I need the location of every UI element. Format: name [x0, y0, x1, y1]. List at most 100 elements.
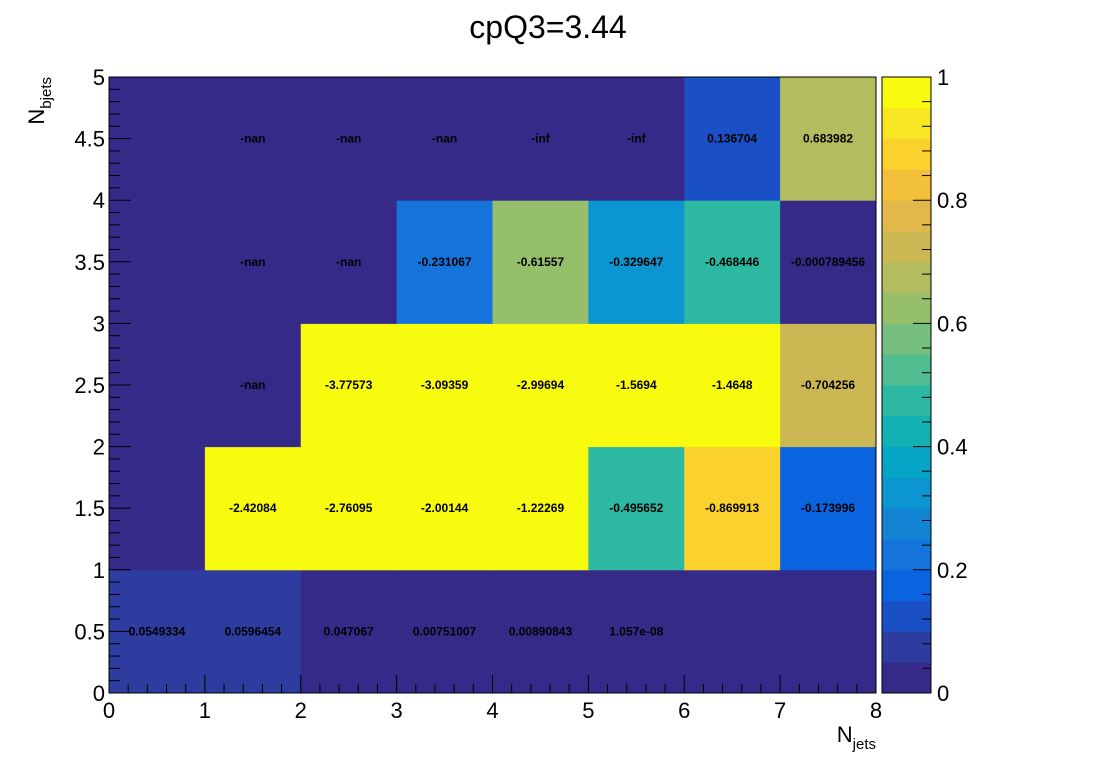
cell-value-label: -2.99694: [517, 378, 565, 392]
cell-value-label: 0.0596454: [224, 624, 281, 638]
cell-value-label: -2.42084: [229, 501, 277, 515]
chart-title: cpQ3=3.44: [469, 9, 626, 45]
cell-value-label: -nan: [240, 378, 265, 392]
heatmap-cell: [300, 323, 398, 448]
heatmap-cell: [684, 446, 781, 571]
cell-value-label: -1.22269: [517, 501, 565, 515]
heatmap-cell: [300, 200, 398, 324]
z-tick-label: 0.2: [937, 558, 968, 583]
cell-value-label: -2.00144: [421, 501, 469, 515]
heatmap-cell: [588, 446, 685, 571]
heatmap-cell-labels: 0.0549334 0.0596454 0.047067 0.00751007 0.00…: [129, 132, 866, 639]
palette-band: [882, 477, 931, 509]
cell-value-label: -nan: [336, 132, 361, 146]
y-axis-title-main: N: [24, 109, 49, 125]
x-tick-label: 3: [391, 698, 403, 723]
cell-value-label: -3.09359: [421, 378, 469, 392]
palette-band: [882, 662, 931, 694]
y-tick-label: 5: [93, 65, 105, 90]
palette-band: [882, 569, 931, 602]
y-tick-label: 4: [93, 188, 105, 213]
z-axis: 0 0.2 0.4 0.6 0.8 1: [913, 65, 968, 706]
heatmap-cell: [492, 323, 589, 448]
y-tick-label: 0.5: [74, 619, 105, 644]
heatmap-cell: [780, 446, 877, 571]
heatmap-cell: [300, 77, 398, 201]
palette-band: [882, 200, 931, 232]
heatmap-cell: [396, 77, 493, 201]
cell-value-label: -2.76095: [325, 501, 373, 515]
cell-value-label: -inf: [627, 132, 647, 146]
x-axis-title-main: N: [837, 722, 853, 747]
x-tick-label: 8: [870, 698, 882, 723]
palette-band: [882, 292, 931, 324]
x-tick-label: 6: [678, 698, 690, 723]
heatmap-cell: [780, 77, 877, 201]
y-tick-label: 1: [93, 558, 105, 583]
y-axis: 0 0.5 1 1.5 2 2.5 3 3.5 4 4.5 5: [74, 65, 131, 706]
cell-value-label: -0.495652: [609, 501, 663, 515]
heatmap-cell: [780, 323, 877, 448]
heatmap-cell: [204, 446, 302, 571]
y-tick-label: 3: [93, 311, 105, 336]
palette-band: [882, 107, 931, 140]
heatmap-cell: [396, 446, 493, 571]
palette-band: [882, 385, 931, 417]
cell-value-label: -0.231067: [418, 255, 472, 269]
heatmap-cell: [780, 200, 877, 324]
cell-value-label: -3.77573: [325, 378, 373, 392]
heatmap-cell: [204, 77, 302, 201]
palette-band: [882, 446, 931, 478]
cell-value-label: -1.4648: [712, 378, 753, 392]
cell-value-label: 0.047067: [324, 624, 374, 638]
palette-band: [882, 77, 931, 109]
z-tick-label: 0: [937, 681, 949, 706]
palette-band: [882, 138, 931, 170]
cell-value-label: -0.704256: [801, 378, 855, 392]
heatmap-cell: [204, 569, 302, 694]
z-tick-label: 1: [937, 65, 949, 90]
y-tick-label: 1.5: [74, 496, 105, 521]
x-axis-title: Njets: [837, 722, 876, 753]
cell-value-label: -0.000789456: [791, 255, 865, 269]
cell-value-label: 0.136704: [707, 132, 757, 146]
cell-value-label: 1.057e-08: [609, 624, 663, 638]
color-palette: [881, 76, 932, 694]
heatmap-cell: [204, 200, 302, 324]
cell-value-label: -0.173996: [801, 501, 855, 515]
heatmap-cell: [396, 323, 493, 448]
y-tick-label: 2.5: [74, 373, 105, 398]
cell-value-label: 0.00890843: [509, 624, 573, 638]
cell-value-label: -0.869913: [705, 501, 759, 515]
palette-band: [882, 323, 931, 355]
heatmap-cell: [684, 77, 781, 201]
heatmap-cell: [396, 200, 493, 324]
cell-value-label: -nan: [432, 132, 457, 146]
x-tick-label: 5: [582, 698, 594, 723]
palette-band: [882, 539, 931, 571]
palette-band: [882, 169, 931, 201]
palette-band: [882, 354, 931, 386]
x-axis-title-sub: jets: [852, 736, 876, 753]
cell-value-label: -0.61557: [517, 255, 565, 269]
x-tick-label: 1: [199, 698, 211, 723]
palette-band: [882, 261, 931, 294]
heatmap-cell: [780, 569, 877, 694]
heatmap-cell: [492, 200, 589, 324]
palette-frame: [881, 76, 932, 694]
cell-value-label: -0.329647: [609, 255, 663, 269]
cell-value-label: -0.468446: [705, 255, 759, 269]
heatmap-cells: [109, 77, 877, 694]
palette-band: [882, 415, 931, 448]
x-tick-label: 7: [774, 698, 786, 723]
heatmap-cell: [492, 446, 589, 571]
heatmap-cell: [684, 569, 781, 694]
x-tick-label: 2: [295, 698, 307, 723]
heatmap-cell: [204, 323, 302, 448]
y-tick-label: 4.5: [74, 127, 105, 152]
heatmap-cell: [300, 446, 398, 571]
x-tick-label: 0: [103, 698, 115, 723]
z-tick-label: 0.8: [937, 188, 968, 213]
y-axis-title-sub: bjets: [38, 77, 55, 109]
